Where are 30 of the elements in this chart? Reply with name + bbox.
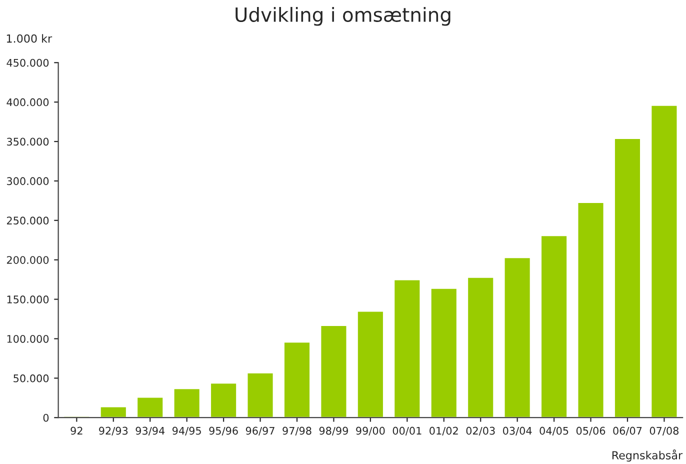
x-tick-label: 95/96 bbox=[209, 426, 238, 436]
y-tick-label: 450.000 bbox=[6, 58, 49, 67]
x-tick-label: 94/95 bbox=[172, 426, 201, 436]
y-tick-label: 150.000 bbox=[7, 296, 49, 304]
y-tick-label: 350.000 bbox=[7, 138, 49, 146]
x-tick-label: 93/94 bbox=[136, 426, 165, 436]
x-tick-label: 00/01 bbox=[392, 426, 422, 436]
x-tick-label: 07/08 bbox=[650, 426, 679, 436]
y-axis-title: 1.000 kr bbox=[6, 34, 52, 43]
x-tick-label: 98/99 bbox=[319, 426, 348, 436]
x-tick-label: 96/97 bbox=[246, 426, 274, 436]
x-axis-title: Regnskabsår bbox=[612, 450, 683, 462]
y-tick-label: 0 bbox=[43, 414, 49, 422]
chart-title: Udvikling i omsætning bbox=[236, 6, 450, 26]
x-tick-label: 05/06 bbox=[576, 426, 606, 436]
x-tick-label: 02/03 bbox=[466, 426, 495, 436]
x-tick-label: 04/05 bbox=[540, 426, 568, 436]
x-tick-label: 92 bbox=[70, 426, 82, 435]
x-tick-label: 99/00 bbox=[356, 426, 385, 436]
x-tick-label: 01/02 bbox=[430, 426, 458, 436]
y-tick-label: 250.000 bbox=[6, 216, 49, 225]
y-tick-label: 50.000 bbox=[14, 374, 49, 382]
x-tick-label: 03/04 bbox=[503, 426, 532, 436]
y-tick-label: 400.000 bbox=[6, 98, 49, 106]
y-tick-label: 200.000 bbox=[6, 256, 49, 264]
x-tick-label: 06/07 bbox=[613, 426, 642, 436]
y-tick-label: 300.000 bbox=[7, 177, 49, 186]
y-tick-label: 100.000 bbox=[7, 334, 49, 343]
x-tick-label: 97/98 bbox=[282, 426, 312, 436]
x-tick-label: 92/93 bbox=[99, 426, 128, 436]
